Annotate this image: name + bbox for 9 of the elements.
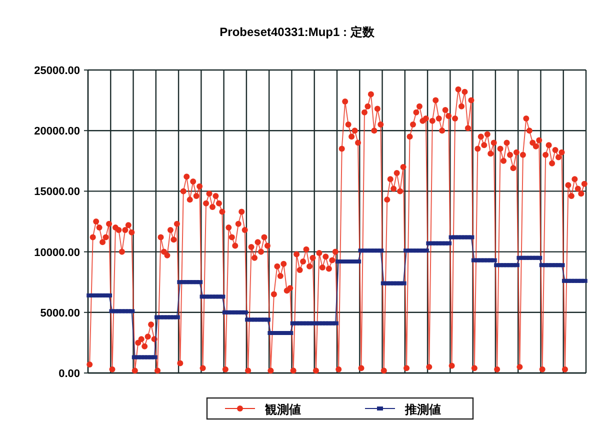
y-tick-label: 20000.00 bbox=[34, 126, 80, 138]
y-tick-label: 25000.00 bbox=[34, 65, 80, 77]
y-tick-label: 5000.00 bbox=[40, 307, 80, 320]
legend-label: 観測値 bbox=[264, 402, 301, 416]
y-tick-label: 15000.00 bbox=[34, 186, 80, 198]
y-tick-label: 0.00 bbox=[58, 368, 80, 380]
legend-label: 推測値 bbox=[404, 402, 441, 416]
chart-title: Probeset40331:Mup1 : 定数 bbox=[220, 25, 376, 39]
y-tick-label: 10000.00 bbox=[34, 246, 80, 259]
